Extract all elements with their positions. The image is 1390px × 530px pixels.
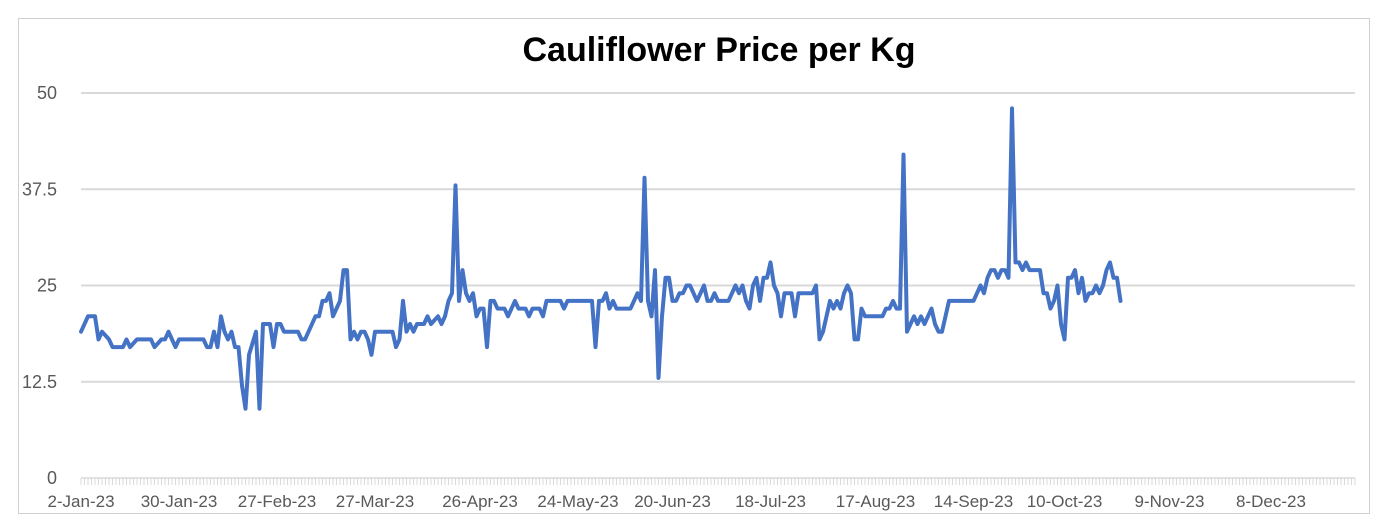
x-tick-label: 27-Mar-23 <box>336 492 414 511</box>
y-tick-label: 37.5 <box>22 179 57 199</box>
chart-frame: Cauliflower Price per Kg 0 12.5 25 37.5 50 2… <box>18 18 1370 514</box>
y-tick-label: 50 <box>37 83 57 103</box>
x-tick-label: 18-Jul-23 <box>735 492 806 511</box>
line-chart: Cauliflower Price per Kg 0 12.5 25 37.5 50 2… <box>19 19 1371 515</box>
x-axis <box>81 478 1355 485</box>
x-tick-label: 30-Jan-23 <box>141 492 218 511</box>
x-axis-ticks: 2-Jan-23 30-Jan-23 27-Feb-23 27-Mar-23 26-Ap… <box>47 492 1306 511</box>
chart-title: Cauliflower Price per Kg <box>523 31 916 69</box>
x-tick-label: 26-Apr-23 <box>442 492 518 511</box>
x-tick-label: 24-May-23 <box>537 492 618 511</box>
y-tick-label: 25 <box>37 276 57 296</box>
x-tick-label: 17-Aug-23 <box>836 492 915 511</box>
x-tick-label: 9-Nov-23 <box>1135 492 1205 511</box>
x-tick-label: 14-Sep-23 <box>934 492 1013 511</box>
series-layer <box>81 108 1121 408</box>
x-tick-label: 2-Jan-23 <box>47 492 114 511</box>
y-axis-ticks: 0 12.5 25 37.5 50 <box>22 83 57 488</box>
x-axis-tick-marks <box>81 478 1355 485</box>
x-tick-label: 20-Jun-23 <box>634 492 711 511</box>
x-tick-label: 10-Oct-23 <box>1027 492 1103 511</box>
x-tick-label: 27-Feb-23 <box>238 492 316 511</box>
y-tick-label: 0 <box>47 468 57 488</box>
x-tick-label: 8-Dec-23 <box>1236 492 1306 511</box>
y-tick-label: 12.5 <box>22 372 57 392</box>
series-line <box>81 108 1121 408</box>
